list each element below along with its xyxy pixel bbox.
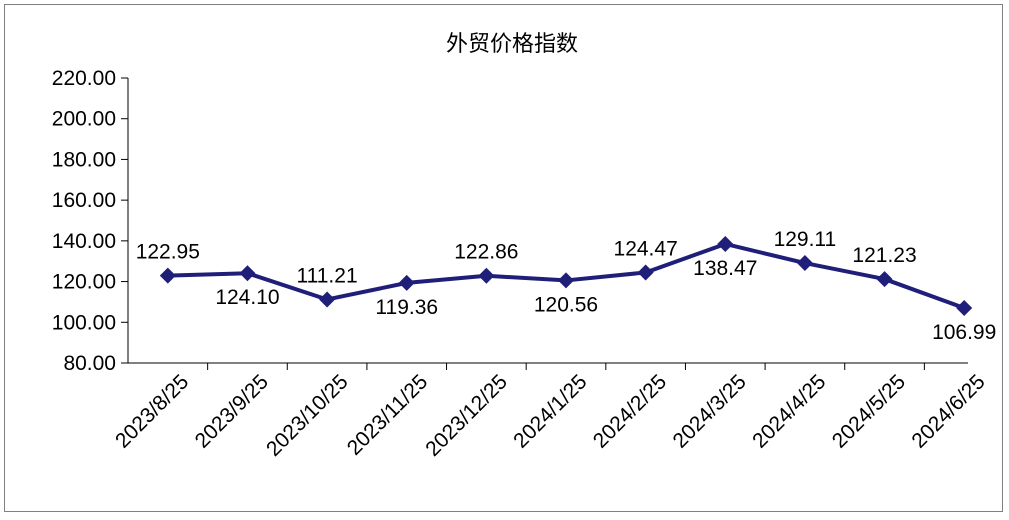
data-label: 121.23 bbox=[852, 244, 916, 267]
y-tick-label: 80.00 bbox=[63, 352, 116, 375]
x-tick-label: 2023/9/25 bbox=[191, 370, 273, 452]
data-label: 138.47 bbox=[693, 257, 757, 280]
x-tick-label: 2024/4/25 bbox=[748, 370, 830, 452]
data-label: 124.10 bbox=[215, 286, 279, 309]
y-tick-label: 200.00 bbox=[52, 108, 116, 131]
y-tick-label: 180.00 bbox=[52, 148, 116, 171]
data-point-marker bbox=[159, 267, 176, 284]
data-point-marker bbox=[558, 272, 574, 289]
data-point-marker bbox=[239, 265, 256, 282]
x-tick-labels: 2023/8/252023/9/252023/10/252023/11/2520… bbox=[111, 370, 990, 461]
data-point-marker bbox=[637, 264, 654, 281]
y-tick-label: 220.00 bbox=[52, 67, 116, 90]
x-tick-label: 2023/12/25 bbox=[421, 370, 512, 461]
x-tick-label: 2024/3/25 bbox=[668, 370, 750, 452]
x-tick-label: 2023/8/25 bbox=[111, 370, 193, 452]
data-point-marker bbox=[876, 271, 893, 288]
data-label: 124.47 bbox=[614, 237, 678, 260]
data-label: 129.11 bbox=[774, 228, 837, 251]
data-label: 120.56 bbox=[534, 293, 598, 316]
x-tick-label: 2023/10/25 bbox=[262, 370, 353, 461]
chart-title: 外贸价格指数 bbox=[446, 32, 578, 57]
data-label: 106.99 bbox=[932, 321, 996, 344]
data-point-marker bbox=[717, 235, 734, 252]
data-point-marker bbox=[319, 291, 336, 308]
x-tick-label: 2023/11/25 bbox=[343, 370, 432, 459]
data-point-marker bbox=[398, 274, 415, 291]
x-tick-label: 2024/2/25 bbox=[589, 370, 671, 452]
x-tick-label: 2024/6/25 bbox=[907, 370, 989, 452]
series-line bbox=[159, 235, 973, 317]
data-label: 111.21 bbox=[297, 264, 358, 287]
data-point-marker bbox=[956, 300, 973, 317]
y-tick-label: 120.00 bbox=[52, 271, 116, 294]
y-tick-labels: 220.00 200.00 180.00 160.00 140.00 120.00 100.… bbox=[52, 67, 116, 375]
axes bbox=[121, 77, 968, 370]
data-label: 119.36 bbox=[375, 296, 438, 319]
data-labels: 122.95 124.10 111.21 119.36 122.86 120.56 124.… bbox=[136, 228, 997, 344]
y-tick-label: 160.00 bbox=[52, 189, 116, 212]
y-tick-label: 140.00 bbox=[52, 230, 116, 253]
data-point-marker bbox=[796, 255, 813, 272]
data-label: 122.86 bbox=[454, 241, 518, 264]
x-tick-label: 2024/1/25 bbox=[509, 370, 591, 452]
chart-frame bbox=[4, 4, 1003, 512]
data-label: 122.95 bbox=[136, 241, 200, 264]
y-tick-label: 100.00 bbox=[52, 311, 116, 334]
x-tick-label: 2024/5/25 bbox=[828, 370, 910, 452]
data-point-marker bbox=[478, 267, 495, 284]
